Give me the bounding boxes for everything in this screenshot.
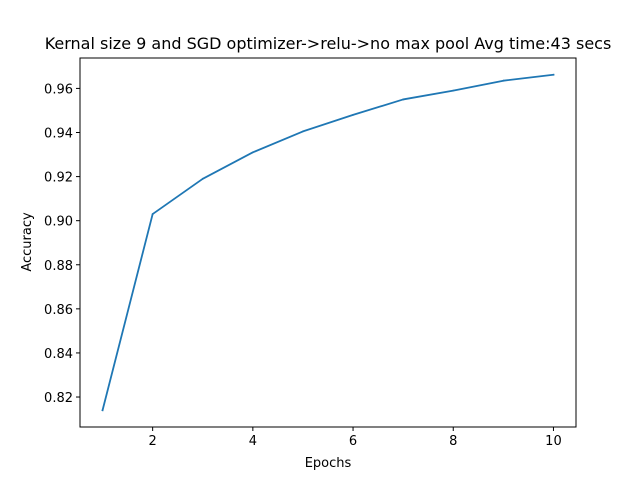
data-point — [452, 89, 455, 92]
y-tick-label: 0.84 — [44, 347, 73, 362]
data-point — [101, 409, 104, 412]
chart-title: Kernal size 9 and SGD optimizer->relu->n… — [45, 34, 612, 53]
data-point — [251, 151, 254, 154]
data-point — [402, 98, 405, 101]
y-tick-label: 0.94 — [44, 127, 73, 142]
data-point — [352, 113, 354, 116]
data-point — [302, 130, 304, 133]
data-point — [201, 177, 204, 180]
y-tick-label: 0.88 — [44, 259, 73, 274]
data-point — [502, 79, 505, 82]
x-tick-label: 2 — [149, 434, 157, 449]
y-tick-label: 0.92 — [44, 171, 73, 186]
x-axis-ticks: 2 4 6 8 10 — [149, 427, 562, 449]
data-point — [151, 213, 154, 215]
series-layer — [101, 73, 555, 412]
y-tick-label: 0.86 — [44, 303, 73, 318]
x-tick-label: 6 — [349, 434, 357, 449]
y-tick-label: 0.82 — [44, 391, 73, 406]
plot-area — [80, 58, 576, 427]
y-axis-ticks: 0.82 0.84 0.86 0.88 0.90 0.92 0.94 0.96 — [44, 82, 80, 406]
y-axis-label: Accuracy — [20, 212, 35, 272]
plot-frame — [79, 57, 577, 428]
x-tick-label: 8 — [449, 434, 457, 449]
y-tick-label: 0.96 — [44, 82, 73, 97]
y-tick-label: 0.90 — [44, 215, 73, 230]
data-point — [552, 73, 555, 76]
x-axis-label: Epochs — [305, 456, 352, 471]
accuracy-series-line — [101, 73, 555, 412]
x-tick-label: 10 — [545, 434, 562, 449]
x-tick-label: 4 — [249, 434, 257, 449]
